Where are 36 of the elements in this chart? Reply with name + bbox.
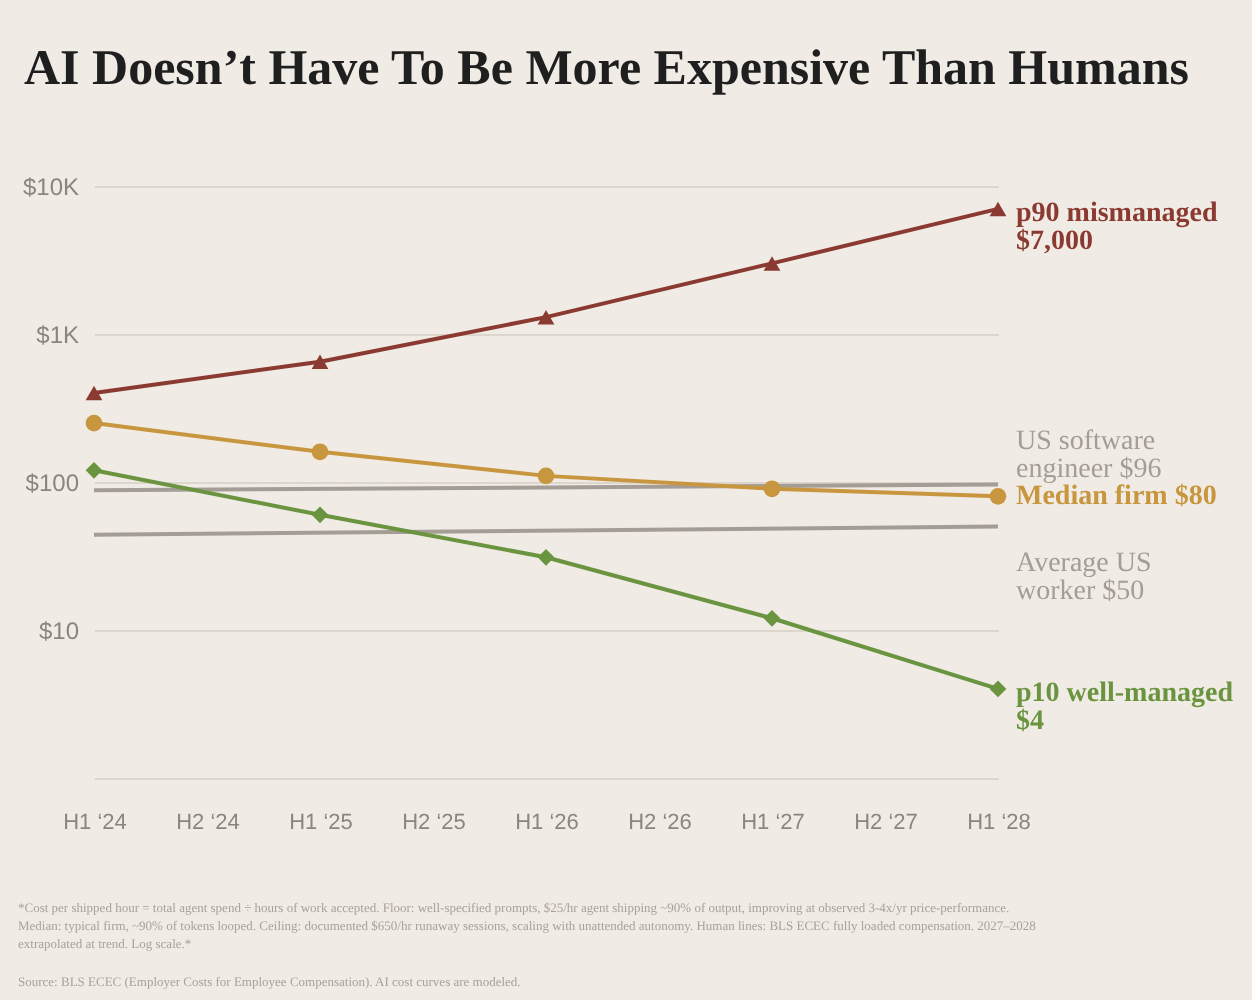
text: Median firm $80 xyxy=(1016,482,1217,513)
series-label: p90 mismanaged xyxy=(1016,198,1218,229)
text: US software engineer $96 xyxy=(1016,426,1162,485)
data-label: $4 xyxy=(1016,706,1044,737)
data-label: $7,000 xyxy=(1016,226,1093,257)
point xyxy=(311,506,329,524)
x-tick-label: H1 ‘27 xyxy=(741,811,805,835)
x-tick-label: H2 ‘25 xyxy=(402,811,466,835)
x-tick-label: H1 ‘24 xyxy=(63,811,127,835)
point xyxy=(537,548,555,566)
point xyxy=(537,309,555,325)
chart-title: AI Doesn’t Have To Be More Expensive Than Humans xyxy=(24,42,1190,96)
series-label: p10 well-managed xyxy=(1016,678,1234,709)
x-tick-label: H2 ‘26 xyxy=(628,811,692,835)
x-tick-label: H2 ‘27 xyxy=(854,811,918,835)
y-tick-label: $10 xyxy=(38,617,80,645)
point xyxy=(85,414,103,432)
x-tick-label: H1 ‘28 xyxy=(967,811,1031,835)
point xyxy=(763,256,781,271)
point xyxy=(763,480,781,498)
x-tick-label: H1 ‘26 xyxy=(515,811,579,835)
point xyxy=(311,443,329,461)
x-tick-label: H2 ‘24 xyxy=(176,811,240,835)
point xyxy=(989,680,1007,698)
y-tick-label: $10K xyxy=(22,173,79,201)
text: Average US worker $50 xyxy=(1016,548,1152,607)
point xyxy=(537,467,555,485)
point xyxy=(989,201,1007,217)
y-tick-label: $1K xyxy=(36,321,79,349)
point xyxy=(85,385,103,401)
x-tick-label: H1 ‘25 xyxy=(289,811,353,835)
point xyxy=(989,487,1007,505)
point xyxy=(311,354,329,369)
y-tick-label: $100 xyxy=(25,469,80,497)
point xyxy=(763,609,781,627)
point xyxy=(85,461,103,479)
